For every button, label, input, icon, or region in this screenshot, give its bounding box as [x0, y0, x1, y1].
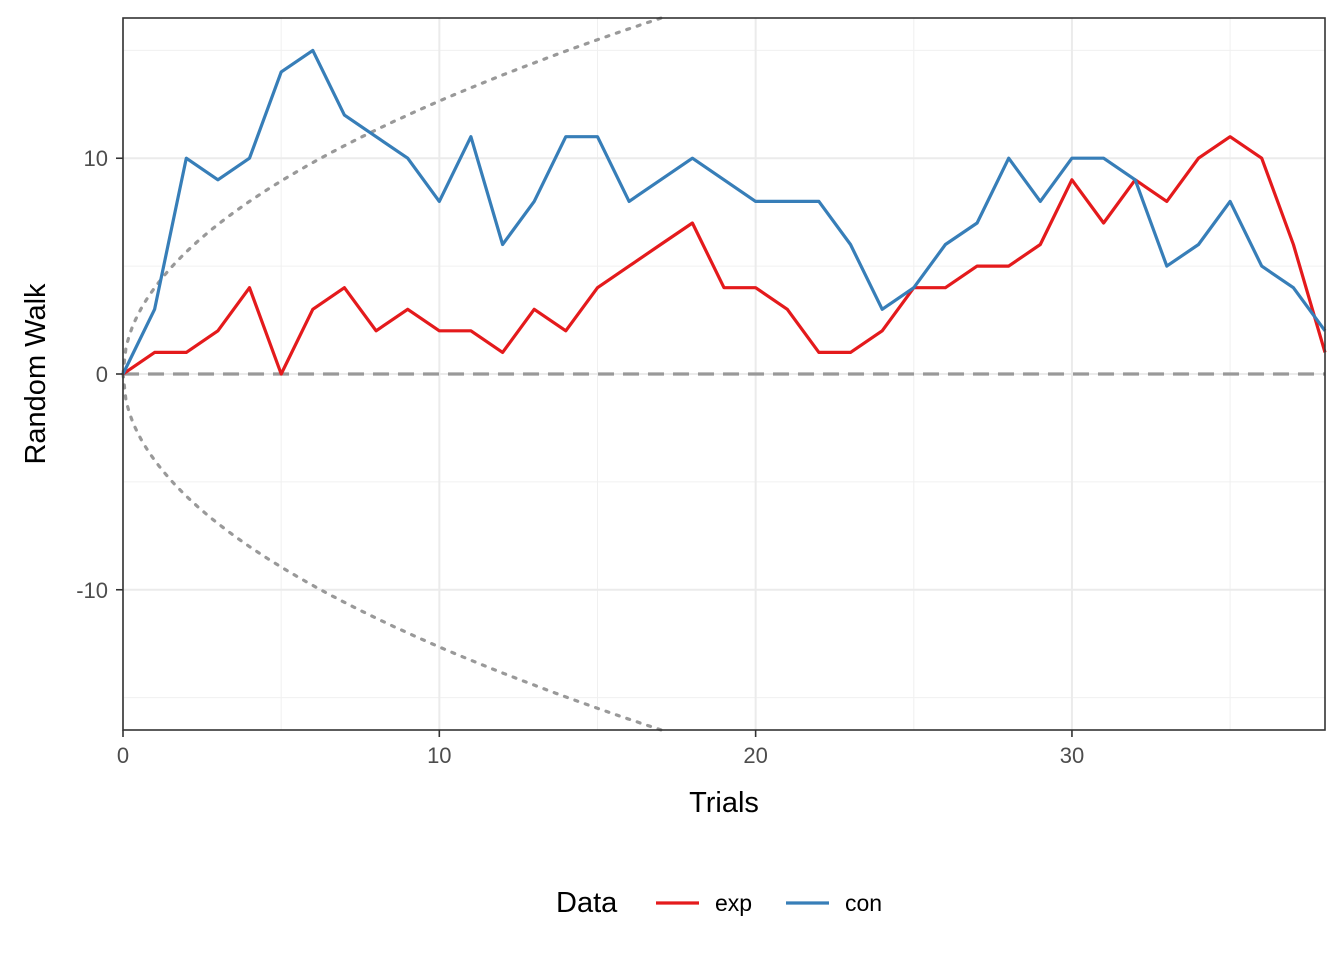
series-line-exp: [122, 135, 1327, 376]
x-axis-title: Trials: [689, 787, 759, 819]
reference-lines: [121, 16, 1325, 732]
x-tick-label: 10: [427, 743, 451, 768]
x-tick-label: 20: [743, 743, 767, 768]
series-lines: [121, 48, 1327, 376]
y-tick-label: -10: [76, 578, 108, 603]
legend-label-exp: exp: [715, 890, 752, 916]
legend: Data exp con: [556, 887, 882, 919]
y-tick-label: 10: [84, 146, 108, 171]
x-tick-label: 30: [1060, 743, 1084, 768]
x-axis-ticks: 0 10 20 30: [117, 730, 1084, 768]
y-axis-title: Random Walk: [20, 283, 52, 465]
legend-title: Data: [556, 887, 618, 919]
lower-bound-dotted-line: [121, 372, 663, 732]
upper-bound-dotted-line: [121, 16, 663, 376]
x-tick-label: 0: [117, 743, 129, 768]
y-tick-label: 0: [96, 362, 108, 387]
series-line-con: [121, 48, 1327, 375]
legend-label-con: con: [845, 890, 882, 916]
y-axis-ticks: -10 0 10: [76, 146, 123, 603]
